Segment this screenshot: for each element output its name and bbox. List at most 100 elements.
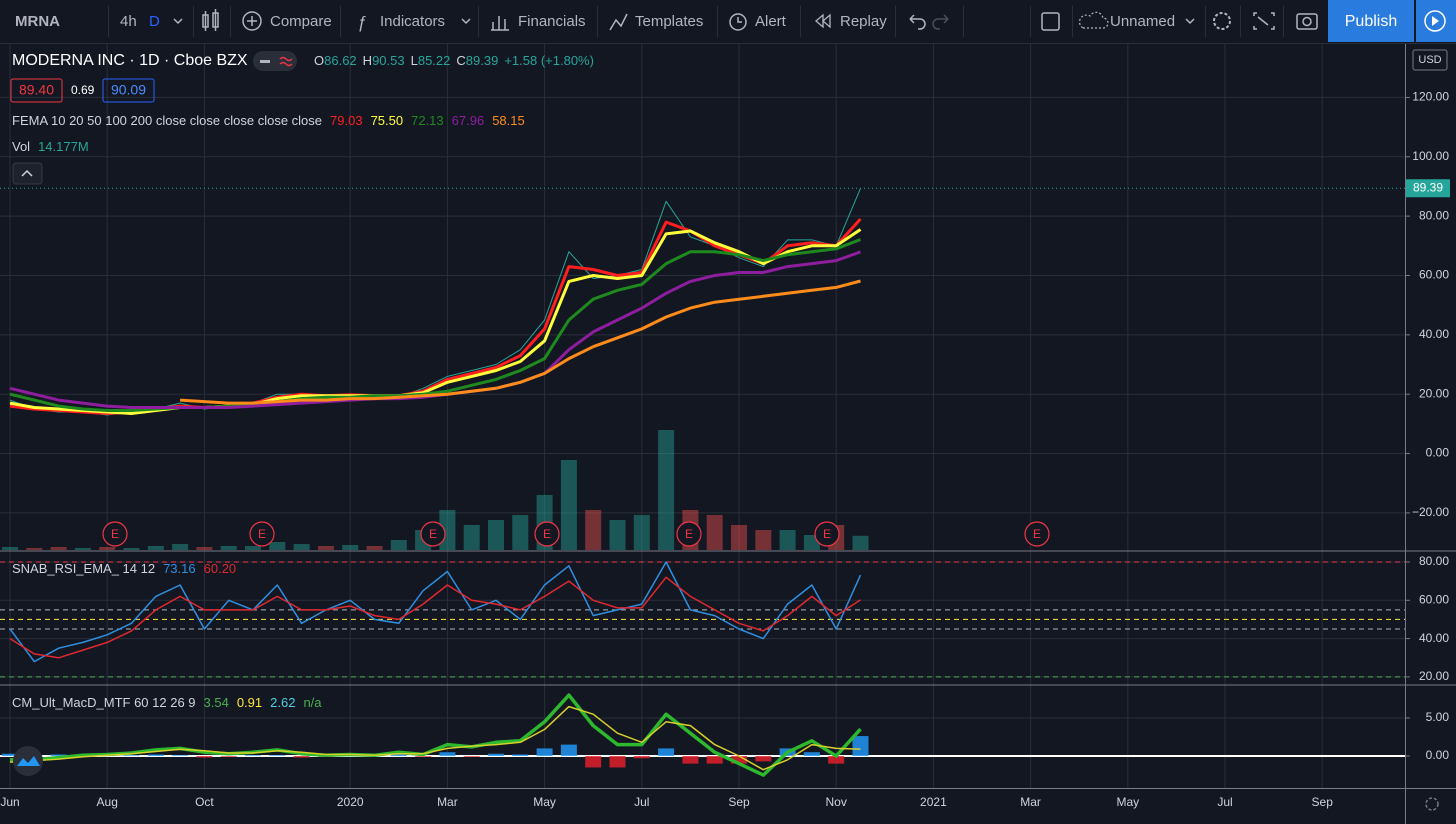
vol-value: 14.177M <box>38 139 89 154</box>
collapse-legend-button[interactable] <box>12 162 43 185</box>
macd-legend: CM_Ult_MacD_MTF 60 12 26 9 3.54 0.91 2.62 n/… <box>12 695 322 710</box>
earnings-label[interactable]: E <box>823 527 831 541</box>
symbol-search[interactable]: MRNA <box>15 13 60 30</box>
ohlc-key: C <box>456 53 465 68</box>
stream-icon[interactable] <box>1432 16 1439 26</box>
volume-bar <box>779 530 796 550</box>
earnings-marker[interactable] <box>1024 521 1050 547</box>
toolbar-button[interactable]: Indicators <box>380 13 445 30</box>
ema-value: 75.50 <box>371 113 404 128</box>
financials-icon[interactable] <box>491 16 509 31</box>
rsi-value: 73.16 <box>163 561 196 576</box>
last-price-label: 89.39 <box>1413 180 1443 194</box>
interval-button[interactable]: 4h <box>120 13 137 30</box>
y-tick-label: 100.00 <box>1412 149 1449 163</box>
macd-value: 0.91 <box>237 695 262 710</box>
publish-button[interactable] <box>1328 0 1414 42</box>
earnings-label[interactable]: E <box>685 527 693 541</box>
volume-bar <box>488 520 504 550</box>
volume-bar <box>147 546 164 550</box>
fullscreen-icon[interactable] <box>1253 12 1275 30</box>
volume-bar <box>560 460 577 550</box>
series-line <box>9 228 862 415</box>
axis-settings-icon[interactable] <box>1425 797 1439 811</box>
volume-bar <box>633 515 650 550</box>
x-tick-label: May <box>533 795 556 809</box>
histogram-bar <box>147 754 164 757</box>
y-tick-label: 0.00 <box>1426 748 1450 762</box>
y-tick-label: 5.00 <box>1426 710 1450 724</box>
earnings-marker[interactable] <box>676 521 702 547</box>
alert-icon[interactable] <box>737 17 742 23</box>
ohlc-key: H <box>363 53 372 68</box>
layout-icon[interactable] <box>1041 12 1060 31</box>
ohlc-key: L <box>411 53 418 68</box>
dropdown-icon[interactable] <box>1185 18 1195 25</box>
layout-name[interactable]: Unnamed <box>1110 13 1175 30</box>
earnings-label[interactable]: E <box>429 527 437 541</box>
ohlc-change: +1.58 (+1.80%) <box>504 53 594 68</box>
earnings-marker[interactable] <box>420 521 446 547</box>
series-line <box>9 561 862 663</box>
earnings-marker[interactable] <box>102 521 128 547</box>
earnings-marker[interactable] <box>534 521 560 547</box>
earnings-label[interactable]: E <box>543 527 551 541</box>
chart-style-icon[interactable] <box>202 9 219 31</box>
toolbar-button[interactable]: Compare <box>270 13 332 30</box>
x-tick-label: Sep <box>1312 795 1334 809</box>
compare-icon[interactable] <box>242 11 262 31</box>
last-price-tag <box>1406 179 1450 198</box>
redo-icon[interactable] <box>932 14 949 30</box>
y-tick-label: 20.00 <box>1419 386 1449 400</box>
histogram-bar <box>439 752 456 757</box>
earnings-label[interactable]: E <box>111 527 119 541</box>
earnings-marker[interactable] <box>249 521 275 547</box>
histogram-bar <box>706 756 723 764</box>
dropdown-icon[interactable] <box>461 18 471 25</box>
stream-icon[interactable] <box>1424 10 1446 32</box>
replay-icon[interactable] <box>815 13 831 29</box>
bid-box <box>10 78 63 103</box>
toolbar-button[interactable]: Alert <box>755 13 787 30</box>
compare-icon[interactable] <box>247 16 257 26</box>
histogram-bar <box>488 753 504 757</box>
histogram-bar <box>852 736 869 757</box>
logo[interactable] <box>13 746 43 776</box>
y-tick-label: 60.00 <box>1419 592 1449 606</box>
currency[interactable]: USD <box>1418 54 1441 66</box>
earnings-label[interactable]: E <box>258 527 266 541</box>
rsi-label: SNAB_RSI_EMA_ 14 12 <box>12 561 155 576</box>
toolbar-button[interactable]: Templates <box>635 13 703 30</box>
toolbar-button[interactable]: Financials <box>518 13 586 30</box>
series-line <box>9 576 861 659</box>
x-tick-label: Aug <box>97 795 118 809</box>
indicators-icon[interactable]: ƒ <box>357 12 366 31</box>
currency-box[interactable] <box>1412 49 1448 71</box>
volume-bar <box>512 515 529 550</box>
snapshot-icon[interactable] <box>1296 13 1318 30</box>
alert-icon[interactable] <box>729 13 747 31</box>
x-tick-label: Jun <box>0 795 19 809</box>
snapshot-icon[interactable] <box>1302 16 1312 27</box>
undo-icon[interactable] <box>909 14 926 30</box>
logo[interactable] <box>17 756 40 766</box>
earnings-label[interactable]: E <box>1033 527 1041 541</box>
dropdown-icon[interactable] <box>173 18 183 25</box>
publish-label[interactable]: Publish <box>1345 13 1397 30</box>
templates-icon[interactable] <box>609 13 628 31</box>
volume-bar <box>172 544 189 550</box>
interval-button[interactable]: D <box>149 13 160 30</box>
collapse-icon[interactable] <box>21 169 33 177</box>
settings-icon[interactable] <box>1213 12 1231 30</box>
histogram-bar <box>803 752 820 757</box>
histogram-bar <box>50 754 67 757</box>
toolbar-button[interactable]: Replay <box>840 13 887 30</box>
y-tick-label: 80.00 <box>1419 208 1449 222</box>
histogram-bar <box>2 753 18 757</box>
status-badge <box>279 56 293 67</box>
earnings-marker[interactable] <box>814 521 840 547</box>
x-tick-label: Mar <box>437 795 458 809</box>
histogram-bar <box>609 756 626 768</box>
histogram-bar <box>245 755 261 757</box>
